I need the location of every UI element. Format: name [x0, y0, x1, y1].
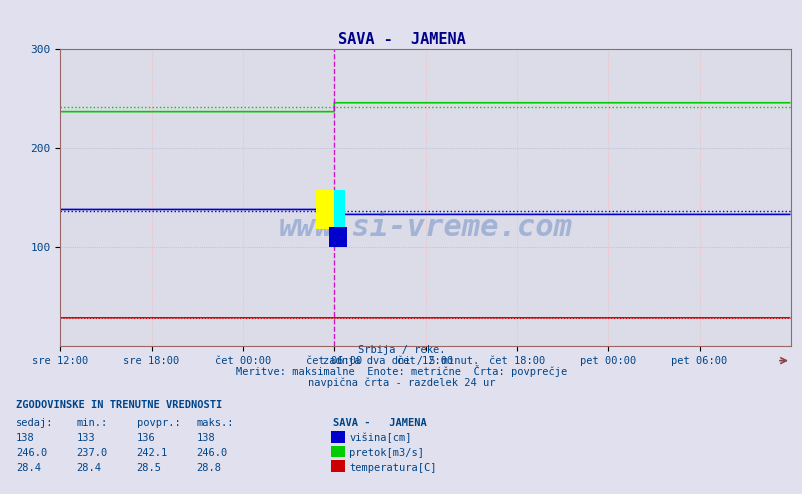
- Text: 246.0: 246.0: [16, 448, 47, 458]
- Text: 136: 136: [136, 433, 155, 443]
- Text: 246.0: 246.0: [196, 448, 228, 458]
- Text: 28.4: 28.4: [76, 463, 101, 473]
- Text: 138: 138: [16, 433, 34, 443]
- Text: maks.:: maks.:: [196, 418, 234, 428]
- Text: Srbija / reke.: Srbija / reke.: [358, 345, 444, 355]
- Bar: [329, 227, 346, 247]
- Text: zadnja dva dni / 5 minut.: zadnja dva dni / 5 minut.: [323, 356, 479, 366]
- Text: 133: 133: [76, 433, 95, 443]
- Text: 138: 138: [196, 433, 215, 443]
- Bar: [334, 190, 345, 229]
- Text: 242.1: 242.1: [136, 448, 168, 458]
- Bar: [316, 190, 334, 229]
- Text: ZGODOVINSKE IN TRENUTNE VREDNOSTI: ZGODOVINSKE IN TRENUTNE VREDNOSTI: [16, 400, 222, 410]
- Text: 28.5: 28.5: [136, 463, 161, 473]
- Text: min.:: min.:: [76, 418, 107, 428]
- Text: SAVA -  JAMENA: SAVA - JAMENA: [337, 32, 465, 47]
- Text: SAVA -   JAMENA: SAVA - JAMENA: [333, 418, 427, 428]
- Text: sedaj:: sedaj:: [16, 418, 54, 428]
- Text: 28.4: 28.4: [16, 463, 41, 473]
- Text: višina[cm]: višina[cm]: [349, 433, 411, 443]
- Text: temperatura[C]: temperatura[C]: [349, 463, 436, 473]
- Text: www.si-vreme.com: www.si-vreme.com: [278, 213, 572, 242]
- Text: povpr.:: povpr.:: [136, 418, 180, 428]
- Text: navpična črta - razdelek 24 ur: navpična črta - razdelek 24 ur: [307, 377, 495, 388]
- Text: pretok[m3/s]: pretok[m3/s]: [349, 448, 423, 458]
- Text: 237.0: 237.0: [76, 448, 107, 458]
- Text: Meritve: maksimalne  Enote: metrične  Črta: povprečje: Meritve: maksimalne Enote: metrične Črta…: [236, 365, 566, 377]
- Text: 28.8: 28.8: [196, 463, 221, 473]
